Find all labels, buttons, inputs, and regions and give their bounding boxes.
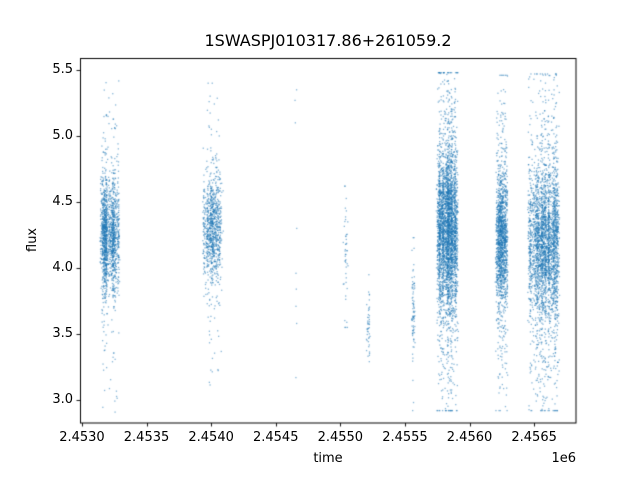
y-tick-label: 3.0 [52,392,73,408]
y-tick-label: 4.0 [52,260,73,276]
x-axis-label: time [313,451,343,466]
y-tick-label: 5.0 [52,128,73,144]
y-tick-label: 5.5 [52,62,73,77]
y-axis-label: flux [25,227,40,253]
x-tick-label: 2.4535 [123,430,170,445]
x-tick-label: 2.4555 [382,430,428,445]
x-tick-label: 2.4565 [511,430,557,445]
y-tick-label: 4.5 [52,194,73,210]
y-tick-label: 3.5 [52,326,73,342]
chart-title: 1SWASPJ010317.86+261059.2 [204,31,452,50]
x-tick-label: 2.4560 [446,430,493,445]
x-tick-label: 2.4540 [188,430,234,445]
x-tick-label: 2.4545 [252,430,299,445]
x-tick-label: 2.4550 [317,430,364,445]
x-axis-offset-text: 1e6 [551,451,576,466]
x-tick-label: 2.4530 [59,430,105,445]
